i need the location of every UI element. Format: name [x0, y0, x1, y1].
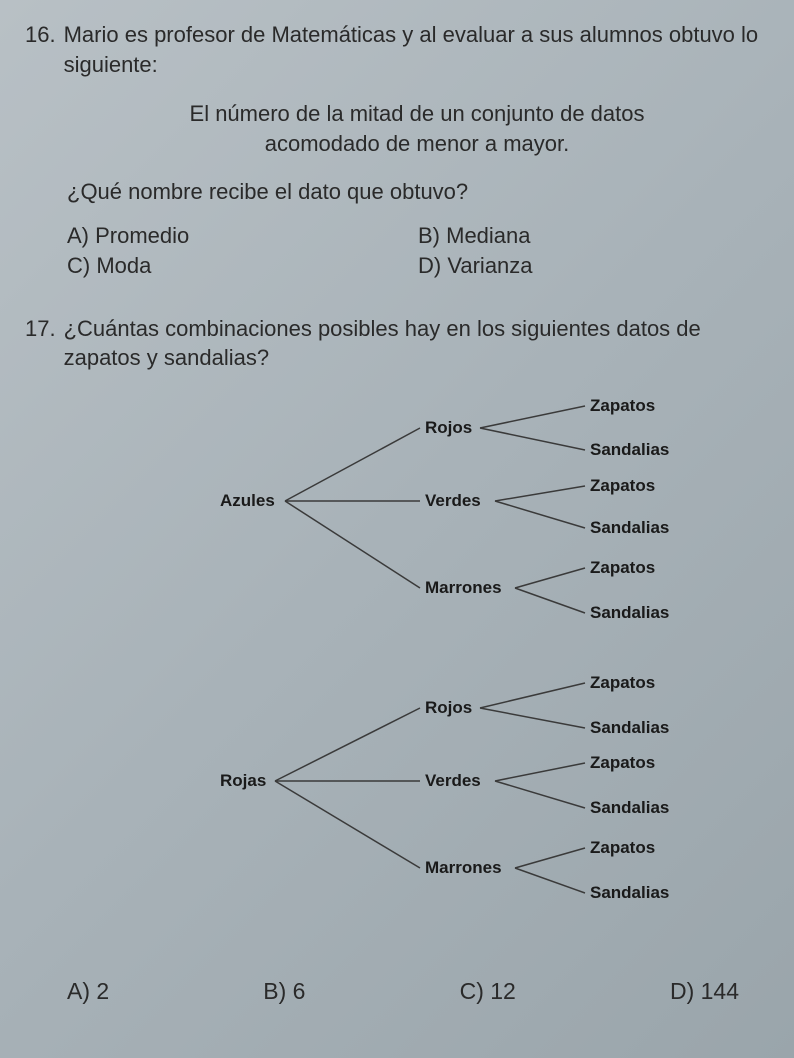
question-16-subtext-line2: acomodado de menor a mayor. — [105, 129, 729, 159]
option-16-b: B) Mediana — [418, 223, 769, 249]
option-17-d: D) 144 — [670, 978, 739, 1005]
tree-leaf-zapatos-4: Zapatos — [590, 673, 655, 693]
question-16-subtext-line1: El número de la mitad de un conjunto de … — [105, 99, 729, 129]
tree-leaf-zapatos-2: Zapatos — [590, 476, 655, 496]
tree-leaf-sandalias-1: Sandalias — [590, 440, 669, 460]
question-16-options: A) Promedio B) Mediana C) Moda D) Varian… — [67, 223, 769, 279]
tree-lines — [25, 388, 785, 958]
tree-leaf-sandalias-6: Sandalias — [590, 883, 669, 903]
question-16-number: 16. — [25, 20, 56, 79]
option-16-c: C) Moda — [67, 253, 418, 279]
tree-mid-verdes-2: Verdes — [425, 771, 481, 791]
tree-root-azules: Azules — [220, 491, 275, 511]
tree-leaf-zapatos-6: Zapatos — [590, 838, 655, 858]
question-16-prompt: 16. Mario es profesor de Matemáticas y a… — [25, 20, 769, 79]
tree-leaf-sandalias-2: Sandalias — [590, 518, 669, 538]
option-17-c: C) 12 — [460, 978, 516, 1005]
tree-diagram: Azules Rojas Rojos Verdes Marrones Rojos… — [25, 388, 769, 958]
tree-leaf-zapatos-1: Zapatos — [590, 396, 655, 416]
tree-mid-verdes-1: Verdes — [425, 491, 481, 511]
question-17-body: ¿Cuántas combinaciones posibles hay en l… — [64, 314, 769, 373]
tree-leaf-sandalias-5: Sandalias — [590, 798, 669, 818]
question-17-prompt: 17. ¿Cuántas combinaciones posibles hay … — [25, 314, 769, 373]
question-16-subquestion: ¿Qué nombre recibe el dato que obtuvo? — [67, 179, 769, 205]
question-17: 17. ¿Cuántas combinaciones posibles hay … — [25, 314, 769, 1005]
tree-leaf-zapatos-3: Zapatos — [590, 558, 655, 578]
tree-mid-rojos-2: Rojos — [425, 698, 472, 718]
option-16-d: D) Varianza — [418, 253, 769, 279]
question-17-number: 17. — [25, 314, 56, 373]
question-17-options: A) 2 B) 6 C) 12 D) 144 — [25, 978, 769, 1005]
tree-mid-marrones-1: Marrones — [425, 578, 502, 598]
option-17-a: A) 2 — [67, 978, 109, 1005]
question-16-subtext: El número de la mitad de un conjunto de … — [105, 99, 729, 158]
tree-leaf-sandalias-4: Sandalias — [590, 718, 669, 738]
tree-leaf-sandalias-3: Sandalias — [590, 603, 669, 623]
tree-leaf-zapatos-5: Zapatos — [590, 753, 655, 773]
tree-mid-rojos-1: Rojos — [425, 418, 472, 438]
question-16: 16. Mario es profesor de Matemáticas y a… — [25, 20, 769, 279]
question-16-body: Mario es profesor de Matemáticas y al ev… — [64, 20, 769, 79]
option-16-a: A) Promedio — [67, 223, 418, 249]
tree-root-rojas: Rojas — [220, 771, 266, 791]
option-17-b: B) 6 — [263, 978, 305, 1005]
tree-mid-marrones-2: Marrones — [425, 858, 502, 878]
